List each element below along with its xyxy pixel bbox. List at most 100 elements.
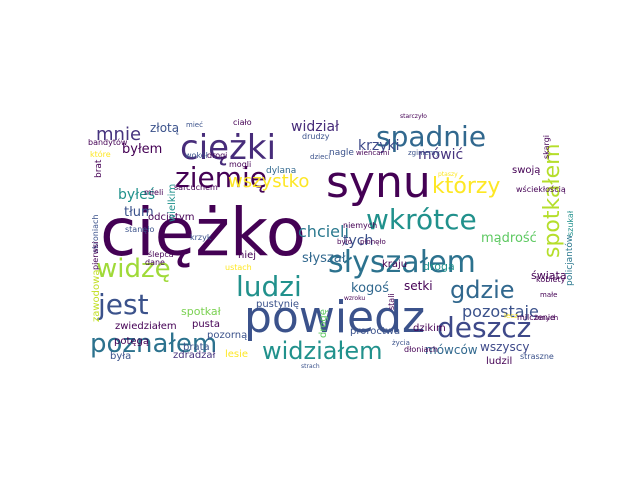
word: mieli [144,188,163,197]
word: ptaszy [438,171,458,178]
word: kogoś [351,281,389,296]
word: brata [183,342,210,353]
word: słyszał [302,251,346,266]
word: pierwsi [91,242,100,270]
word: kraju [382,259,407,270]
word: krzyk [190,233,212,242]
word: odciętym [148,212,194,223]
word: ludzi [236,270,302,303]
word: chcieli [298,222,349,241]
word: swoją [512,165,540,176]
word: sarcuchem [174,183,218,192]
word: spotkałem [540,143,565,258]
word: synu [326,157,431,208]
word: strach [301,363,320,370]
word: było [337,238,352,246]
word: niemych [343,221,377,230]
word: wszystko [228,171,309,192]
word: ustach [225,263,252,272]
word: które [90,149,111,159]
word: zdradzał [173,350,216,361]
word: wzroku [344,295,365,302]
word: płonęło [360,238,386,246]
word: spadnie [376,120,486,153]
word: byłem [122,142,162,157]
word: złotą [150,121,179,135]
word: milczenie [517,313,555,322]
word: deszcz [437,311,531,344]
word: tych [343,233,373,249]
word: pozorną [207,330,247,341]
word: drudzy [302,132,330,141]
word: drogę [318,309,329,338]
word: setki [404,279,433,293]
word: ciało [233,118,252,127]
word: ciężki [180,128,276,168]
word: nagle [329,148,354,158]
word: była [110,351,131,362]
word: ludzil [486,356,512,367]
word: mówić [418,147,463,163]
word: stali [387,293,396,310]
word: wokół [185,150,209,160]
word: dzieci [310,153,330,161]
word: stanęło [125,225,154,234]
word: szukał [566,210,575,236]
word: innych [535,314,558,322]
word: zginiemy [408,149,440,157]
word: dylana [266,166,296,176]
word: mieć [186,121,203,129]
word: lesie [225,349,248,360]
word: policjantów [564,235,575,286]
word: dzikim [413,323,446,334]
word: pusta [192,319,220,330]
word: bandytów [88,137,128,147]
word: słyszałem [328,245,476,280]
word: wściekłością [516,184,566,194]
word: widział [291,119,339,135]
word: potęgą [114,336,149,347]
word: poznałem [90,329,217,359]
word-cloud-words: ciężko synu powiedz ciężki spadnie wkrótce sły… [88,113,575,370]
word: pustynię [256,299,299,310]
word: dane [145,258,165,267]
word: jest [97,288,149,321]
word: drogi [207,151,227,160]
word: wieńcami [356,149,389,157]
word: zwiedziałem [115,321,177,332]
word: lecz [504,312,518,320]
word: powiedz [244,292,425,343]
word: pozostaje [462,302,539,321]
word: mówców [425,343,478,357]
word: gdzie [450,276,515,304]
word: ciężko [100,194,306,271]
word: starczyło [400,113,427,120]
word: świata [531,269,567,282]
word: którzy [432,174,500,199]
word: wszyscy [480,340,529,354]
word: straszne [520,352,554,361]
word: krzyki [358,138,400,154]
word: mogli [229,160,251,169]
word: skargi [542,135,551,159]
word: ślepca [148,249,174,259]
word: byłeś [118,187,155,203]
word: skroniach [91,215,100,253]
word: proroctwa [350,326,400,337]
word: spotkał [181,305,222,318]
word: dłoniach [404,345,438,354]
word: widziałem [262,337,382,365]
word: małe [540,291,557,299]
word: niej [238,250,256,261]
word: mnie [96,124,141,145]
word: widzę [96,254,171,284]
word: tłum [124,205,154,220]
word: życia [392,339,410,347]
word: kobiety [536,275,566,284]
word: mądrość [481,231,537,246]
word: brat [94,159,104,178]
word: wielkim [167,184,178,222]
word: ziemię [175,161,267,194]
